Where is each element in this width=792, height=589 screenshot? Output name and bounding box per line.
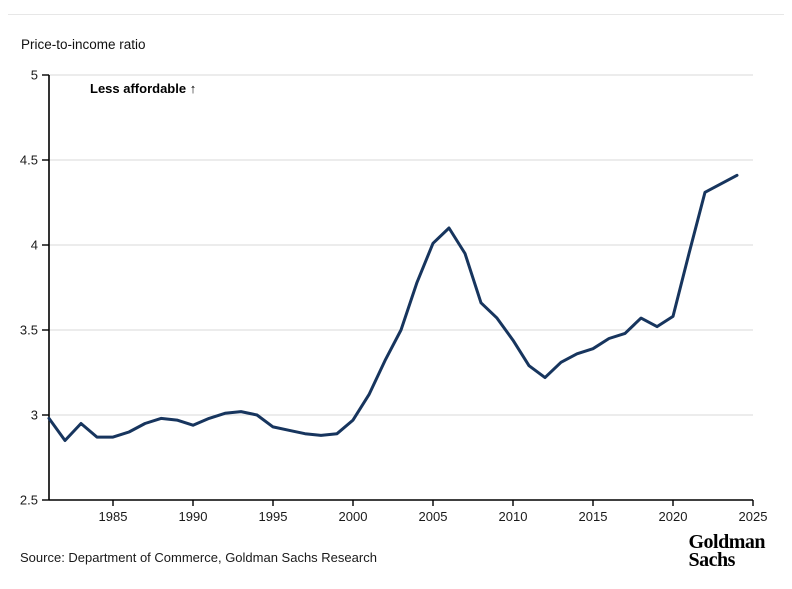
x-tick-label-2010: 2010 [499, 509, 528, 524]
price-to-income-series [47, 173, 739, 442]
y-tick-label-2.5: 2.5 [20, 493, 38, 508]
top-divider [8, 14, 784, 15]
source-note: Source: Department of Commerce, Goldman … [20, 550, 377, 565]
goldman-sachs-logo: Goldman Sachs [688, 531, 765, 571]
less-affordable-annotation: Less affordable ↑ [90, 81, 197, 96]
x-tick-label-2000: 2000 [339, 509, 368, 524]
x-tick-label-2020: 2020 [659, 509, 688, 524]
x-tick-label-2005: 2005 [419, 509, 448, 524]
y-tick-label-4: 4 [31, 238, 38, 253]
y-tick-label-4.5: 4.5 [20, 153, 38, 168]
y-tick-label-3.5: 3.5 [20, 323, 38, 338]
x-tick-label-2025: 2025 [739, 509, 768, 524]
chart-title: Price-to-income ratio [21, 37, 146, 52]
x-tick-label-2015: 2015 [579, 509, 608, 524]
x-tick-label-1985: 1985 [99, 509, 128, 524]
goldman-sachs-logo-line2: Sachs [688, 549, 735, 571]
y-tick-label-5: 5 [31, 68, 38, 83]
price-to-income-line-chart: 2.5 3 3.5 4 4.5 5 1985 1990 1995 2000 2005 2010 2015… [20, 68, 768, 525]
y-tick-label-3: 3 [31, 408, 38, 423]
x-tick-label-1990: 1990 [179, 509, 208, 524]
goldman-sachs-logo-line1: Goldman [688, 531, 765, 553]
x-tick-label-1995: 1995 [259, 509, 288, 524]
